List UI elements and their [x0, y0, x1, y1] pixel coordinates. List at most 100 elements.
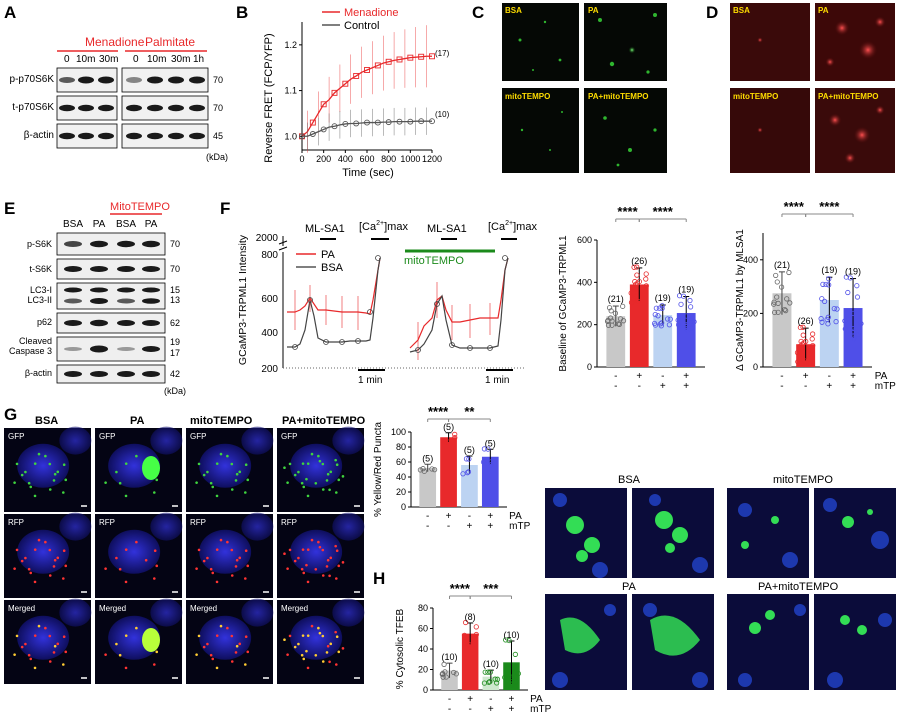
panel-b-series-line: [301, 55, 432, 137]
puncta: [215, 494, 219, 498]
puncta: [202, 645, 206, 649]
bar-data-point: [651, 320, 658, 327]
bar-data-point: [850, 310, 856, 317]
puncta: [20, 559, 24, 563]
panel-b-point: [364, 67, 370, 73]
puncta: [244, 463, 248, 467]
panel-e-row: LC3-II: [27, 295, 52, 305]
puncta: [230, 660, 234, 663]
nucleus: [332, 512, 365, 541]
panel-h-micrographs: BSA mitoTEMPO PA PA+mitoTEMPO: [545, 474, 896, 690]
nucleus: [150, 512, 183, 541]
bar-data-point: [787, 300, 793, 306]
bar-data-point: [795, 359, 801, 365]
puncta: [56, 642, 60, 646]
puncta: [153, 577, 156, 580]
puncta: [288, 634, 292, 638]
puncta: [337, 650, 341, 654]
bar-data-point: [823, 281, 829, 288]
puncta: [310, 538, 314, 542]
bar-ytick-label: 80: [418, 603, 428, 613]
panel-b-point: [407, 54, 414, 61]
panel-b-point: [331, 123, 338, 130]
bar-data-point: [683, 324, 689, 330]
panel-g-col-label: PA: [130, 415, 145, 427]
bar-data-point: [676, 293, 683, 299]
bar-n-label: (5): [422, 453, 433, 463]
bar-data-point: [452, 435, 458, 441]
panel-letter-a: A: [4, 3, 16, 22]
puncta: [306, 494, 310, 498]
puncta: [115, 642, 118, 646]
panel-b-xtick-label: 400: [338, 154, 353, 164]
panel-c-image-pa: [584, 3, 667, 81]
bar-ytick-label: 20: [418, 665, 428, 675]
puncta: [197, 634, 201, 638]
puncta: [302, 485, 306, 489]
panel-d-label: BSA: [733, 6, 750, 15]
panel-e-lane: BSA: [116, 219, 136, 230]
panel-a-time: 30m: [171, 54, 190, 65]
bar-treatment-mark: +: [850, 381, 856, 392]
panel-f-scalebar-2: 1 min: [485, 375, 509, 386]
puncta: [62, 463, 66, 467]
bar-data-point: [466, 456, 472, 462]
bar-data-point: [515, 670, 521, 677]
puncta: [56, 470, 60, 474]
puncta: [341, 475, 345, 478]
nucleus: [108, 529, 161, 574]
bar-data-point: [655, 313, 661, 319]
bar-data-point: [444, 439, 450, 445]
bar-data-point: [801, 358, 807, 364]
bar-data-point: [509, 676, 515, 682]
puncta: [155, 650, 159, 654]
panel-a-row-label: β-actin: [24, 130, 54, 141]
bar-data-point: [834, 306, 840, 312]
bar-data-point: [605, 322, 612, 328]
puncta: [335, 491, 338, 494]
panel-d-label: PA+mitoTEMPO: [818, 92, 879, 101]
bar-data-point: [833, 319, 839, 325]
panel-h-image: [814, 594, 896, 690]
puncta: [328, 488, 331, 492]
puncta: [37, 452, 41, 456]
bar-ytick-label: 80: [396, 442, 406, 452]
panel-c-label: mitoTEMPO: [505, 92, 550, 101]
bar-data-point: [463, 456, 470, 462]
puncta: [226, 540, 229, 544]
panel-e-row: LC3-I: [30, 285, 52, 295]
panel-d-label: mitoTEMPO: [733, 92, 778, 101]
panel-a-time: 10m: [76, 54, 95, 65]
panel-c-label: PA+mitoTEMPO: [588, 92, 649, 101]
bar-data-point: [443, 674, 449, 680]
puncta: [62, 577, 65, 580]
puncta: [115, 470, 118, 474]
panel-b-line-chart: Reverse FRET (FCP/YFP) Time (sec) 0 200 40…: [263, 7, 450, 179]
puncta: [27, 567, 31, 571]
bar-data-point: [809, 336, 815, 342]
bar: [606, 316, 626, 367]
bar-n-label: (5): [464, 445, 475, 455]
panel-e-row: Cleaved: [19, 336, 52, 346]
nucleus: [59, 426, 92, 455]
bar-data-point: [635, 298, 641, 304]
puncta: [226, 454, 229, 458]
bar-data-point: [797, 324, 804, 331]
bar-data-point: [800, 324, 806, 330]
panel-b-n-menadione: (17): [435, 49, 450, 58]
bar-n-label: (26): [631, 256, 647, 266]
puncta: [215, 666, 219, 670]
panel-g-col-label: PA+mitoTEMPO: [282, 415, 366, 427]
bar-data-point: [773, 272, 779, 279]
puncta: [235, 558, 239, 562]
panel-f-ytick: 200: [261, 364, 278, 375]
panel-b-ytick-label: 1.2: [284, 40, 297, 50]
puncta: [305, 477, 308, 481]
bar-treatment-mark: +: [636, 371, 642, 382]
nucleus: [241, 426, 274, 455]
bar-data-point: [485, 669, 491, 675]
panel-g-channel-label: Merged: [8, 604, 35, 613]
bar: [629, 284, 649, 367]
puncta: [318, 459, 322, 463]
bar-data-point: [665, 316, 671, 322]
